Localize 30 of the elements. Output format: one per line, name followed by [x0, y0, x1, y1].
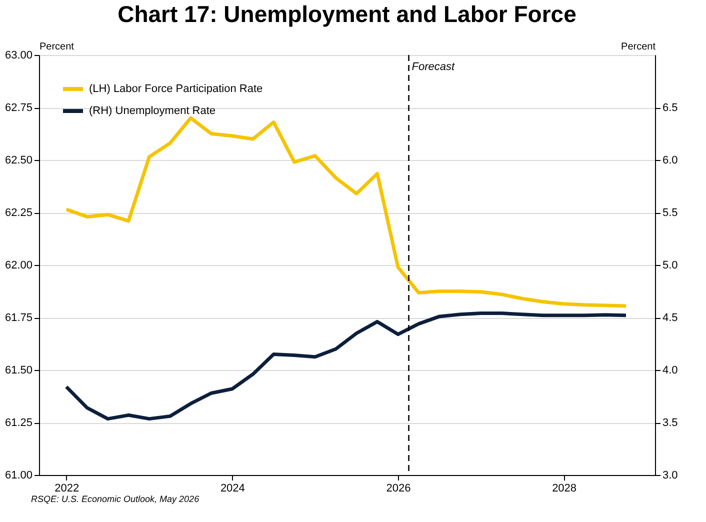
y-tick-label: 61.75	[4, 312, 32, 324]
y2-tick-label: 4.0	[662, 364, 678, 376]
ref-line-label: Forecast	[412, 61, 456, 73]
y2-tick-label: 3.5	[662, 417, 678, 429]
legend-label: (RH) Unemployment Rate	[89, 105, 216, 117]
y-tick-label: 61.00	[4, 470, 32, 482]
y-tick-label: 62.75	[4, 102, 32, 114]
y2-tick-label: 6.0	[662, 154, 678, 166]
legend-label: (LH) Labor Force Participation Rate	[89, 83, 263, 95]
y2-tick-label: 6.5	[662, 102, 678, 114]
y2-tick-label: 5.5	[662, 207, 678, 219]
y-tick-label: 62.00	[4, 260, 32, 272]
y-axis-title: Percent	[40, 42, 74, 52]
y-tick-label: 63.00	[4, 50, 32, 62]
line-series	[64, 116, 628, 308]
y2-tick-label: 3.0	[662, 470, 678, 482]
y-tick-label: 62.25	[4, 207, 32, 219]
chart-title: Chart 17: Unemployment and Labor Force	[118, 1, 576, 27]
x-tick-label: 2022	[54, 482, 80, 494]
x-tick-label: 2024	[220, 482, 245, 494]
y2-axis-title: Percent	[621, 42, 656, 52]
x-tick-label: 2026	[386, 482, 411, 494]
y-tick-label: 62.50	[4, 154, 32, 166]
line-series	[64, 312, 628, 421]
x-tick-label: 2028	[552, 482, 577, 494]
y2-tick-label: 4.5	[662, 312, 678, 324]
y-tick-label: 61.50	[4, 364, 32, 376]
y2-tick-label: 5.0	[662, 260, 678, 272]
y-tick-label: 61.25	[4, 417, 32, 429]
text: RSQE: U.S. Economic Outlook, May 2026	[31, 494, 200, 504]
